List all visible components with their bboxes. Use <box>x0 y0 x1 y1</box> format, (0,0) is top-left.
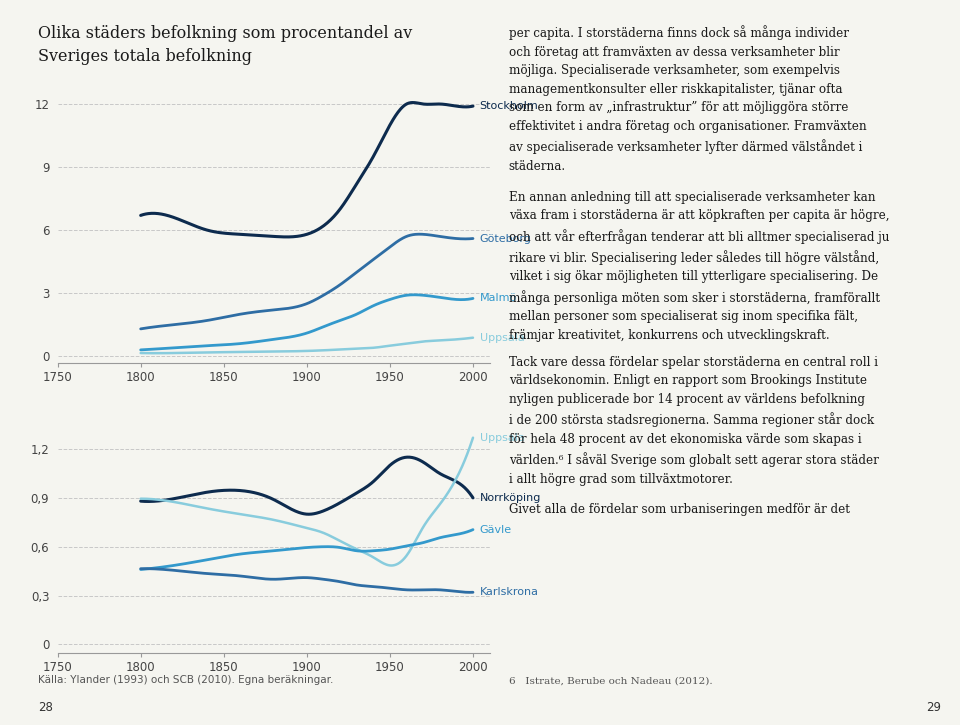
Text: Göteborg: Göteborg <box>480 233 532 244</box>
Text: En annan anledning till att specialiserade verksamheter kan
växa fram i storstäd: En annan anledning till att specialisera… <box>509 191 889 342</box>
Text: Uppsala: Uppsala <box>480 333 524 343</box>
Text: Stockholm: Stockholm <box>480 101 539 111</box>
Text: Olika städers befolkning som procentandel av
Sveriges totala befolkning: Olika städers befolkning som procentande… <box>38 25 413 65</box>
Text: Gävle: Gävle <box>480 525 512 534</box>
Text: per capita. I storstäderna finns dock så många individer
och företag att framväx: per capita. I storstäderna finns dock så… <box>509 25 867 173</box>
Text: Karlskrona: Karlskrona <box>480 587 539 597</box>
Text: 6   Istrate, Berube och Nadeau (2012).: 6 Istrate, Berube och Nadeau (2012). <box>509 676 712 685</box>
Text: Malmö: Malmö <box>480 294 516 303</box>
Text: 29: 29 <box>925 701 941 714</box>
Text: Uppsala: Uppsala <box>480 433 524 443</box>
Text: Norrköping: Norrköping <box>480 493 541 503</box>
Text: Källa: Ylander (1993) och SCB (2010). Egna beräkningar.: Källa: Ylander (1993) och SCB (2010). Eg… <box>38 675 334 685</box>
Text: Givet alla de fördelar som urbaniseringen medför är det: Givet alla de fördelar som urbaniseringe… <box>509 503 850 516</box>
Text: 28: 28 <box>38 701 53 714</box>
Text: Tack vare dessa fördelar spelar storstäderna en central roll i
världsekonomin. E: Tack vare dessa fördelar spelar storstäd… <box>509 356 878 486</box>
